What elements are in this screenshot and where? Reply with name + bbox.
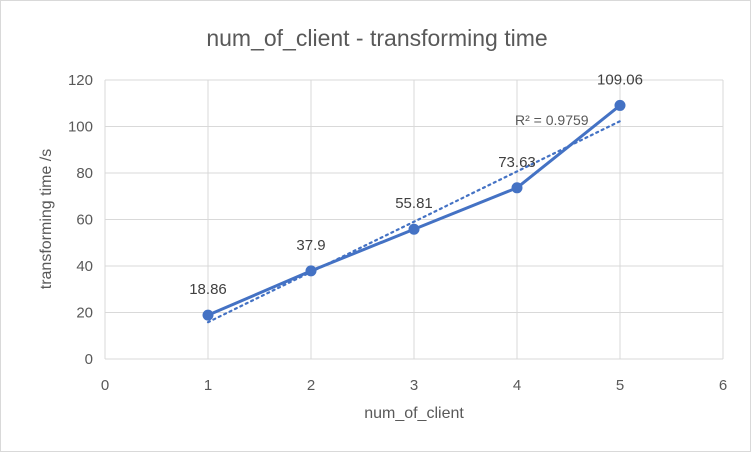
data-label: 18.86 <box>189 281 227 298</box>
y-tick-label: 60 <box>76 212 93 229</box>
data-label: 109.06 <box>597 71 643 88</box>
chart-title: num_of_client - transforming time <box>206 25 547 51</box>
data-label: 73.63 <box>498 154 536 171</box>
y-axis-label: transforming time /s <box>38 149 55 289</box>
x-tick-label: 6 <box>719 377 727 394</box>
y-tick-label: 120 <box>68 72 93 89</box>
y-tick-label: 40 <box>76 258 93 275</box>
x-axis-label: num_of_client <box>364 405 464 422</box>
y-tick-label: 20 <box>76 305 93 322</box>
series-point <box>202 309 214 321</box>
data-label: 37.9 <box>296 237 325 254</box>
series-point <box>305 265 317 277</box>
series-point <box>408 223 420 235</box>
trendline-label: R² = 0.9759 <box>515 112 589 128</box>
series-point <box>511 182 523 194</box>
series-points <box>202 99 626 321</box>
grid-lines <box>104 79 724 360</box>
x-axis-ticks: 0 1 2 3 4 5 6 <box>101 377 727 394</box>
x-tick-label: 4 <box>513 377 521 394</box>
x-tick-label: 2 <box>307 377 315 394</box>
data-label: 55.81 <box>395 195 433 212</box>
data-labels: 18.86 37.9 55.81 73.63 109.06 <box>189 71 643 298</box>
y-tick-label: 80 <box>76 165 93 182</box>
series-point <box>614 99 626 111</box>
y-axis-ticks: 0 20 40 60 80 100 120 <box>68 72 93 368</box>
x-tick-label: 0 <box>101 377 109 394</box>
x-tick-label: 5 <box>616 377 624 394</box>
x-tick-label: 1 <box>204 377 212 394</box>
x-tick-label: 3 <box>410 377 418 394</box>
y-tick-label: 100 <box>68 119 93 136</box>
trendline <box>206 120 622 324</box>
y-tick-label: 0 <box>85 351 93 368</box>
